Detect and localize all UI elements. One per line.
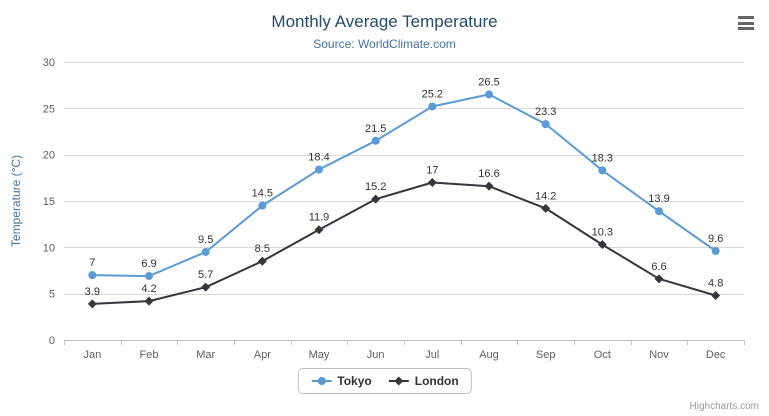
hamburger-icon	[738, 16, 754, 30]
data-label-point-london-dec: 4.8	[708, 278, 723, 290]
point-tokyo-dec	[711, 247, 720, 256]
data-label-point-london-aug: 16.6	[478, 168, 499, 180]
svg-text:30: 30	[43, 57, 55, 69]
chart-title: Monthly Average Temperature	[271, 12, 498, 31]
svg-text:Nov: Nov	[649, 349, 669, 361]
london-series-marker-icon	[388, 376, 409, 386]
svg-text:Jun: Jun	[367, 349, 385, 361]
svg-text:0: 0	[49, 335, 55, 347]
point-tokyo-feb	[145, 272, 153, 281]
svg-text:Oct: Oct	[594, 349, 611, 361]
point-tokyo-apr	[258, 201, 267, 210]
data-label-point-london-may: 11.9	[309, 212, 330, 224]
data-label-point-london-jan: 3.9	[85, 286, 100, 298]
legend-item-london[interactable]: London	[388, 374, 459, 388]
data-label-point-tokyo-jul: 25.2	[422, 88, 443, 100]
svg-text:Mar: Mar	[196, 349, 215, 361]
point-london-apr	[257, 256, 267, 266]
data-label-point-london-oct: 10.3	[592, 227, 613, 239]
data-label-point-london-feb: 4.2	[141, 283, 156, 295]
data-label-point-london-apr: 8.5	[255, 243, 270, 255]
series-line-london	[91, 181, 717, 305]
data-label-point-london-sep: 14.2	[535, 190, 556, 202]
point-london-nov	[654, 274, 664, 284]
tokyo-series-marker-icon	[311, 377, 332, 385]
point-tokyo-jun	[371, 136, 380, 145]
point-london-may	[314, 225, 324, 235]
export-menu-button[interactable]	[733, 12, 759, 34]
series-london: 3.9 4.2 5.7 8.5 11.9 15.2 17 16.6 14.2 10.3 6.6 4.8	[85, 164, 723, 309]
data-label-point-tokyo-may: 18.4	[308, 151, 329, 163]
data-label-point-london-nov: 6.6	[651, 261, 666, 273]
point-london-feb	[144, 296, 154, 306]
svg-text:10: 10	[43, 242, 55, 254]
point-tokyo-nov	[655, 207, 663, 216]
point-london-jan	[87, 299, 97, 309]
data-label-point-tokyo-jun: 21.5	[365, 123, 386, 135]
point-london-aug	[484, 181, 494, 191]
point-tokyo-aug	[485, 90, 493, 99]
legend-label-tokyo: Tokyo	[337, 374, 372, 388]
data-label-point-tokyo-apr: 14.5	[252, 188, 273, 200]
data-label-point-tokyo-jan: 7	[89, 257, 95, 269]
data-label-point-tokyo-dec: 9.6	[708, 233, 723, 245]
data-label-point-tokyo-feb: 6.9	[141, 258, 156, 270]
svg-text:Apr: Apr	[254, 349, 271, 361]
svg-text:15: 15	[43, 196, 55, 208]
data-label-point-london-jul: 17	[426, 164, 438, 176]
legend-label-london: London	[414, 374, 459, 388]
data-label-point-tokyo-mar: 9.5	[198, 234, 213, 246]
point-tokyo-jan	[88, 271, 97, 280]
point-london-oct	[597, 240, 607, 250]
svg-text:20: 20	[43, 150, 55, 162]
svg-text:Jan: Jan	[83, 349, 101, 361]
data-label-point-london-jun: 15.2	[365, 181, 386, 193]
data-label-point-tokyo-oct: 18.3	[592, 152, 613, 164]
point-tokyo-may	[315, 165, 323, 174]
highcharts-credits-link[interactable]: Highcharts.com	[689, 401, 759, 412]
legend-item-tokyo[interactable]: Tokyo	[310, 374, 372, 388]
data-label-point-london-mar: 5.7	[198, 269, 213, 281]
svg-text:Jul: Jul	[425, 349, 439, 361]
point-london-mar	[201, 282, 211, 292]
x-axis-labels: Jan Feb Mar Apr May Jun Jul Aug Sep Oct Nov Dec	[83, 349, 725, 361]
point-tokyo-jul	[428, 102, 437, 111]
point-london-sep	[541, 203, 551, 213]
svg-text:May: May	[309, 349, 330, 361]
data-label-point-tokyo-nov: 13.9	[648, 193, 669, 205]
chart-subtitle: Source: WorldClimate.com	[313, 37, 456, 51]
point-tokyo-sep	[541, 120, 550, 129]
svg-text:25: 25	[43, 103, 55, 115]
point-london-dec	[711, 291, 721, 301]
svg-text:Aug: Aug	[479, 349, 499, 361]
point-tokyo-mar	[201, 247, 210, 256]
svg-text:5: 5	[49, 289, 55, 301]
series-tokyo: 7 6.9 9.5 14.5 18.4 21.5 25.2 26.5 23.3 18.3 13.9 9…	[88, 76, 723, 281]
x-axis-ticks	[64, 340, 745, 345]
point-london-jun	[371, 194, 381, 204]
svg-text:Sep: Sep	[536, 349, 556, 361]
y-axis-labels: 0 5 10 15 20 25 30	[43, 57, 55, 347]
data-label-point-tokyo-sep: 23.3	[535, 106, 556, 118]
svg-text:Dec: Dec	[706, 349, 726, 361]
data-label-point-tokyo-aug: 26.5	[478, 76, 499, 88]
point-tokyo-oct	[598, 166, 607, 175]
series-line-tokyo	[91, 93, 717, 278]
svg-text:Feb: Feb	[140, 349, 159, 361]
y-gridlines	[64, 62, 744, 341]
legend: Tokyo London	[297, 368, 472, 394]
point-london-jul	[427, 177, 437, 187]
